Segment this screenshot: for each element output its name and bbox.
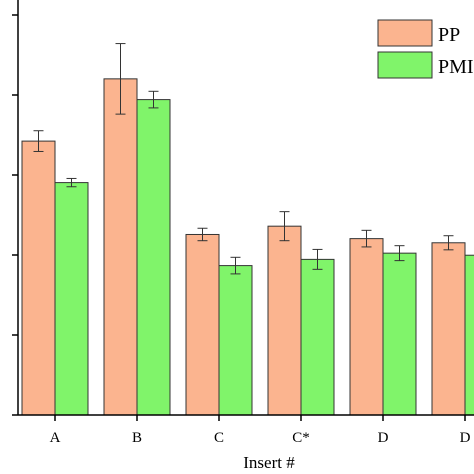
legend-label-pmi: PMI bbox=[438, 56, 474, 78]
legend-label-pp: PP bbox=[438, 24, 460, 46]
legend-swatch-pmi bbox=[377, 51, 433, 79]
bar-pmi-4 bbox=[382, 252, 417, 416]
error-bar-pmi-2 bbox=[230, 256, 241, 275]
error-bar-pmi-0 bbox=[66, 177, 77, 188]
bar-pmi-1 bbox=[136, 99, 171, 416]
bar-pp-2 bbox=[185, 233, 220, 416]
bars-layer bbox=[21, 78, 474, 416]
error-bar-pmi-4 bbox=[394, 245, 405, 262]
x-axis-title: Insert # bbox=[243, 453, 295, 472]
x-tick-label-4: D bbox=[378, 430, 389, 446]
x-tick-label-2: C bbox=[214, 430, 224, 446]
x-tick-labels: A B C C* D D bbox=[50, 430, 471, 446]
bar-pp-3 bbox=[267, 225, 302, 416]
x-tick-label-1: B bbox=[132, 430, 142, 446]
error-bar-pp-0 bbox=[33, 130, 44, 152]
bar-pmi-2 bbox=[218, 265, 253, 416]
error-bars-layer bbox=[33, 43, 454, 275]
bar-pmi-0 bbox=[54, 182, 89, 416]
axes-layer bbox=[12, 0, 474, 421]
bar-pp-0 bbox=[21, 140, 56, 416]
x-tick-label-5: D bbox=[460, 430, 471, 446]
legend-swatch-pp bbox=[377, 19, 433, 47]
error-bar-pmi-3 bbox=[312, 248, 323, 270]
bar-pp-1 bbox=[103, 78, 138, 416]
error-bar-pp-1 bbox=[115, 43, 126, 115]
error-bar-pp-2 bbox=[197, 227, 208, 242]
bar-pmi-3 bbox=[300, 258, 335, 416]
error-bar-pp-5 bbox=[443, 235, 454, 251]
error-bar-pmi-1 bbox=[148, 90, 159, 109]
legend: PP PMI bbox=[377, 19, 474, 79]
error-bar-pp-3 bbox=[279, 211, 290, 242]
x-tick-label-3: C* bbox=[292, 430, 310, 446]
bar-pmi-5 bbox=[464, 254, 474, 416]
error-bar-pp-4 bbox=[361, 229, 372, 248]
bar-pp-5 bbox=[431, 242, 466, 416]
bar-pp-4 bbox=[349, 238, 384, 416]
x-tick-label-0: A bbox=[50, 430, 61, 446]
